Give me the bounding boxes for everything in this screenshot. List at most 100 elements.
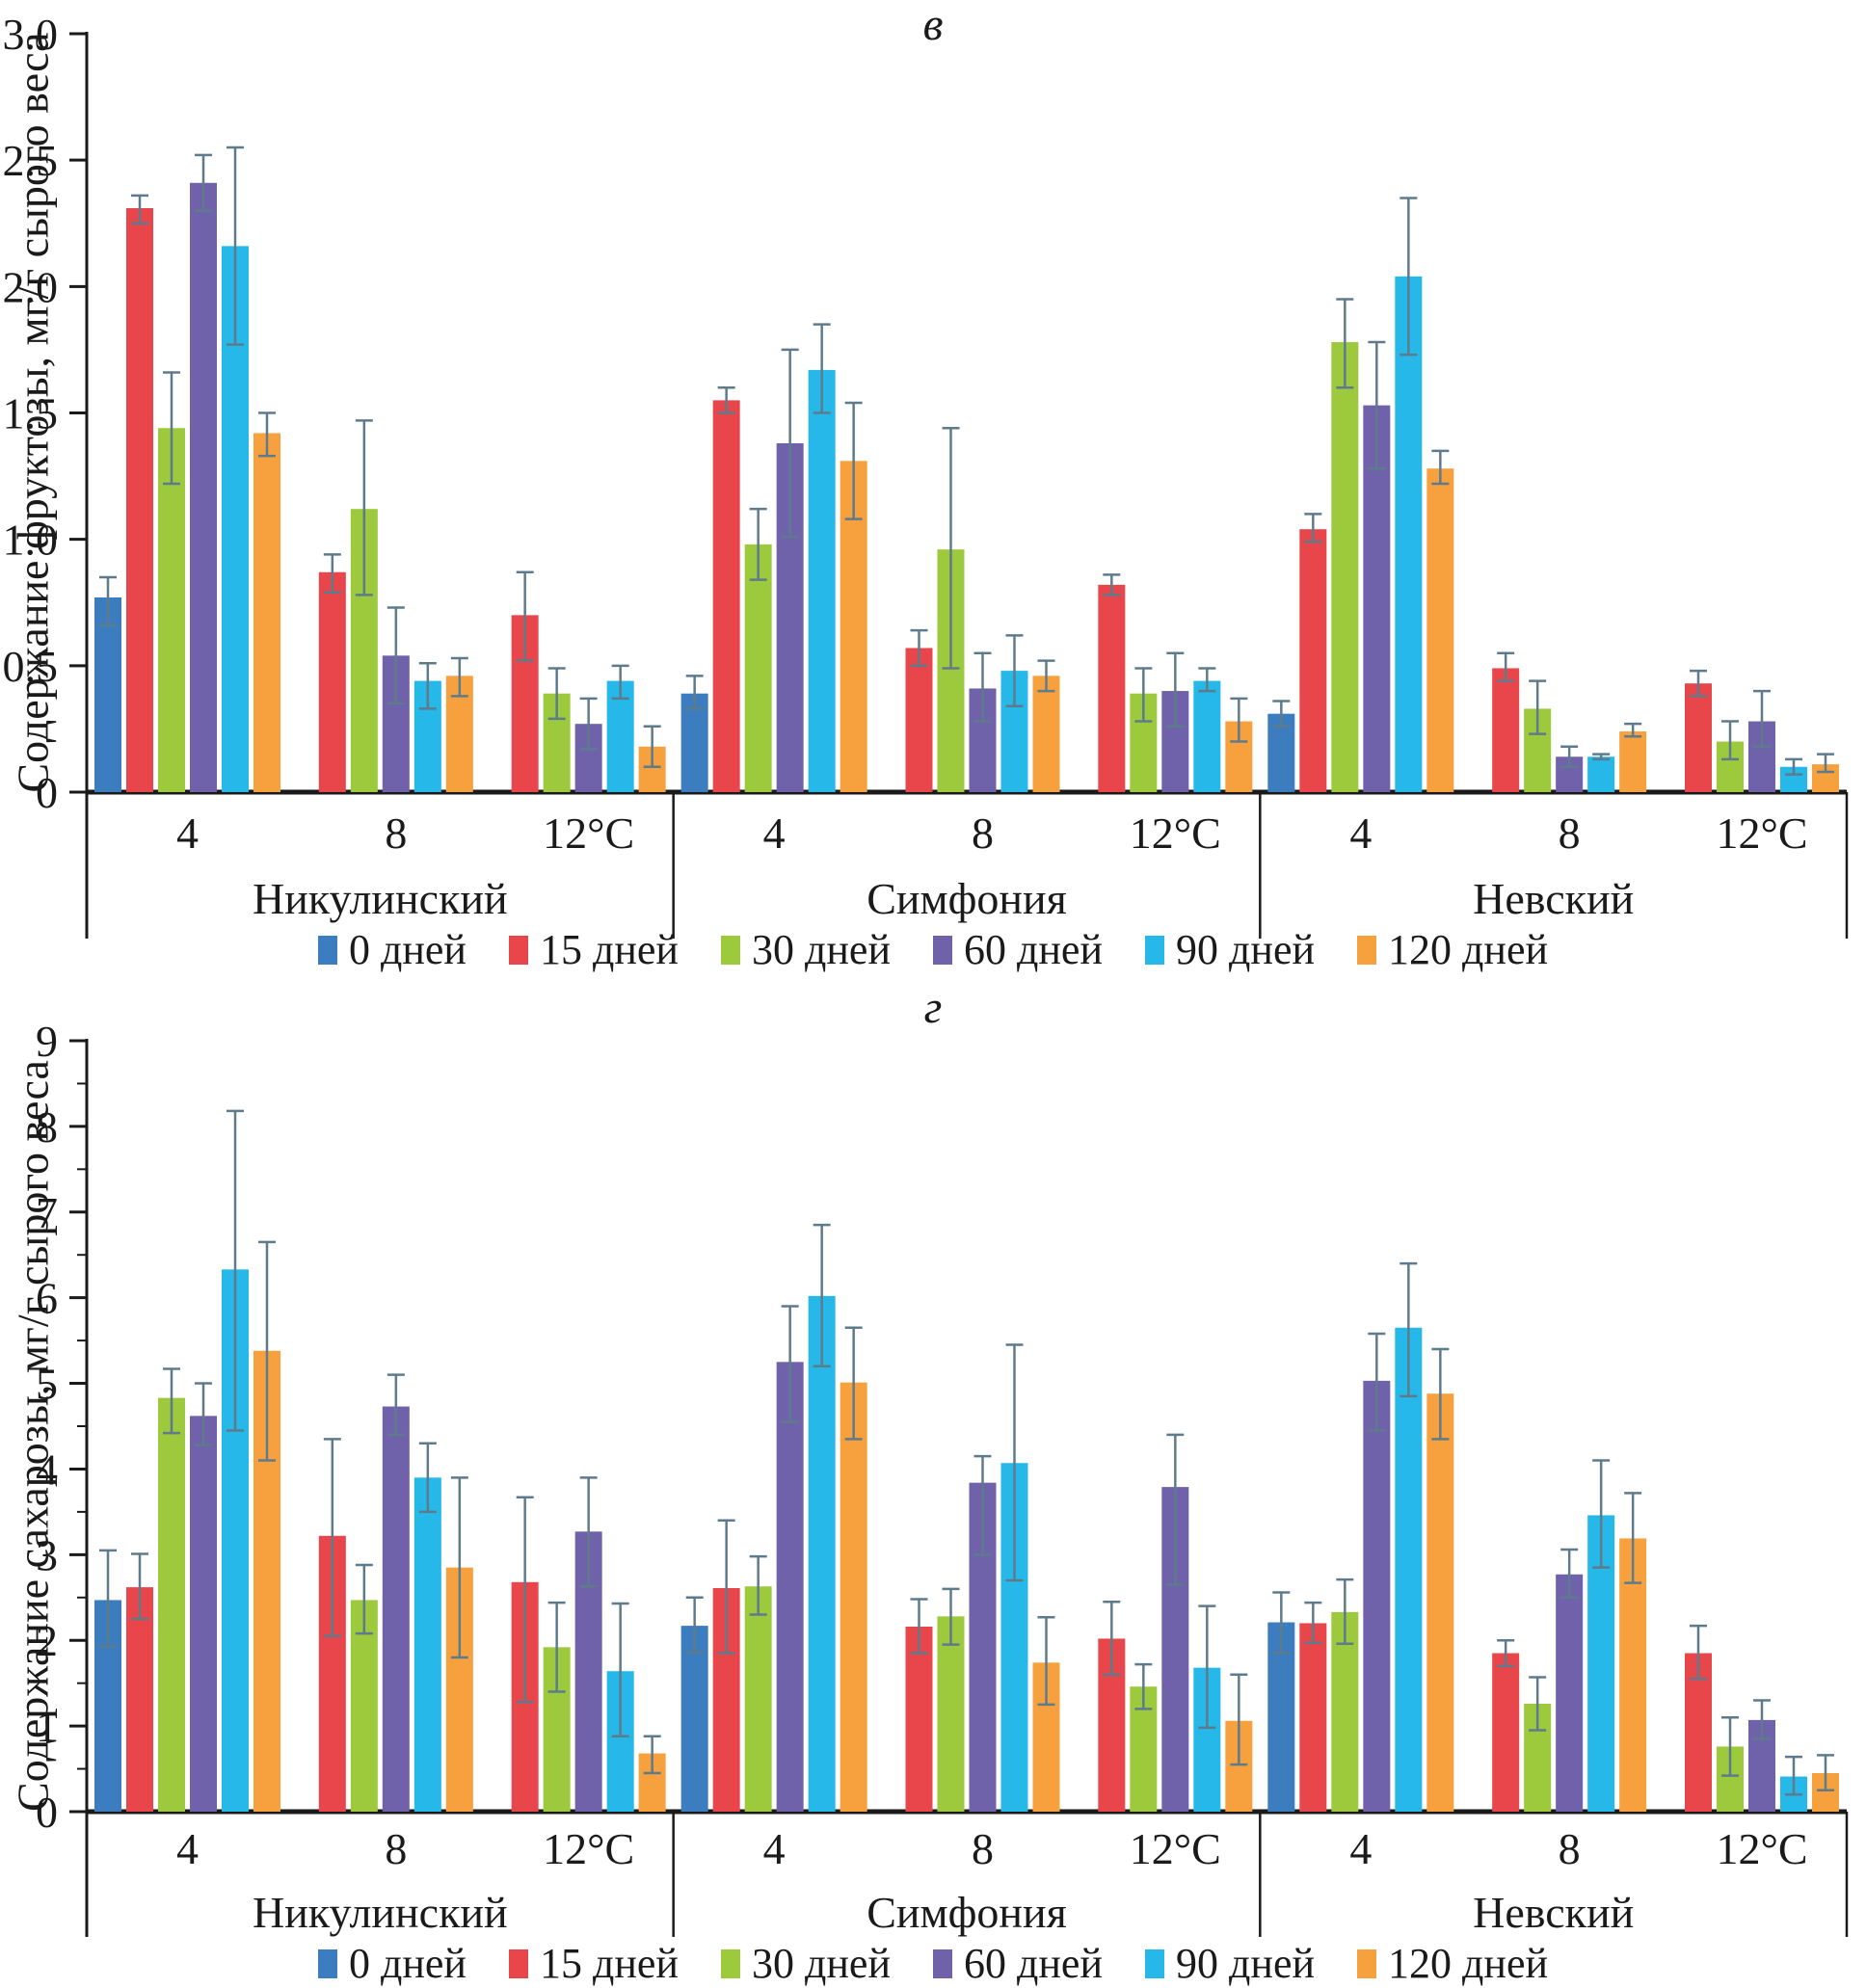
- panel-sucrose: г Содержание сахарозы, мг/г сырого веса …: [0, 982, 1866, 1987]
- legend-label: 30 дней: [751, 926, 891, 973]
- bar-Никулинский-4-0 дней: [94, 597, 121, 792]
- bar-Невский-4-30 дней: [1331, 342, 1359, 792]
- legend-item: 15 дней: [508, 1939, 679, 1988]
- bar-Никулинский-8-60 дней: [382, 1406, 410, 1812]
- y-tick-label: 2.5: [3, 136, 59, 185]
- temp-label: 4: [176, 1824, 199, 1873]
- temp-label: 12°C: [1716, 1824, 1807, 1873]
- legend-item: 0 дней: [317, 1939, 466, 1988]
- bar-Невский-8-120 дней: [1619, 731, 1647, 792]
- bar-Никулинский-4-30 дней: [158, 1397, 185, 1812]
- bar-Симфония-4-30 дней: [744, 1586, 772, 1812]
- bar-Невский-4-15 дней: [1299, 529, 1327, 792]
- legend-item: 30 дней: [720, 925, 891, 974]
- y-tick-label: 1.5: [3, 389, 59, 438]
- bar-Невский-8-15 дней: [1492, 668, 1520, 792]
- bar-Симфония-12°C-90 дней: [1193, 680, 1221, 792]
- bar-Невский-4-90 дней: [1395, 1327, 1423, 1812]
- temp-label: 8: [385, 808, 407, 858]
- legend-swatch: [1357, 1948, 1377, 1978]
- legend-item: 60 дней: [933, 1939, 1103, 1988]
- legend-label: 120 дней: [1388, 1940, 1549, 1987]
- legend-label: 90 дней: [1176, 926, 1316, 973]
- y-tick-label: 8: [36, 1102, 58, 1152]
- bar-Симфония-4-120 дней: [840, 1382, 867, 1812]
- legend-item: 90 дней: [1145, 1939, 1315, 1988]
- bar-Симфония-4-60 дней: [776, 1362, 804, 1812]
- bar-Симфония-4-0 дней: [680, 1626, 708, 1812]
- temp-label: 12°C: [543, 1824, 634, 1873]
- legend-label: 120 дней: [1388, 926, 1549, 973]
- bar-Невский-4-60 дней: [1363, 1380, 1391, 1812]
- group-label: Никулинский: [253, 1888, 508, 1937]
- temp-label: 12°C: [1716, 808, 1807, 858]
- legend-swatch: [508, 935, 528, 965]
- bar-Симфония-8-120 дней: [1032, 676, 1060, 792]
- bar-Симфония-8-15 дней: [905, 648, 933, 792]
- temp-label: 8: [972, 1824, 994, 1873]
- y-tick-label: 3.0: [3, 10, 59, 59]
- y-tick-label: 0: [36, 1788, 58, 1837]
- temp-label: 8: [385, 1824, 407, 1873]
- bar-Никулинский-4-60 дней: [190, 182, 217, 792]
- legend-swatch: [933, 935, 952, 965]
- bar-Никулинский-4-60 дней: [190, 1416, 217, 1812]
- bar-Невский-4-120 дней: [1426, 1393, 1454, 1812]
- bar-Симфония-4-90 дней: [808, 1295, 836, 1812]
- bar-Невский-8-60 дней: [1556, 1574, 1584, 1812]
- bar-Никулинский-8-30 дней: [350, 1600, 378, 1812]
- y-tick-label: 5: [36, 1360, 58, 1409]
- temp-label: 12°C: [543, 808, 634, 858]
- legend-item: 120 дней: [1357, 925, 1548, 974]
- legend-label: 60 дней: [964, 926, 1104, 973]
- bar-Невский-4-15 дней: [1299, 1623, 1327, 1812]
- y-tick-label: 3: [36, 1530, 58, 1579]
- legend-swatch: [1357, 935, 1377, 965]
- legend-item: 120 дней: [1357, 1939, 1548, 1988]
- group-label: Невский: [1473, 874, 1634, 923]
- legend-label: 90 дней: [1176, 1940, 1316, 1987]
- panel-fructose: в Содержание фруктозы, мг/г сырого веса …: [0, 0, 1866, 983]
- bar-Никулинский-4-15 дней: [126, 1587, 153, 1812]
- bar-Никулинский-4-15 дней: [126, 208, 153, 792]
- bar-Никулинский-8-90 дней: [413, 1477, 441, 1812]
- bar-Никулинский-4-30 дней: [158, 428, 185, 792]
- y-tick-label: 9: [36, 1017, 58, 1066]
- temp-label: 8: [1559, 1824, 1581, 1873]
- legend-item: 90 дней: [1145, 925, 1315, 974]
- y-tick-label: 0: [36, 768, 58, 817]
- legend-fructose: 0 дней 15 дней 30 дней 60 дней 90 дней 120 дн…: [0, 925, 1866, 974]
- legend-swatch: [1145, 1948, 1165, 1978]
- y-tick-label: 6: [36, 1274, 58, 1323]
- bar-Симфония-8-15 дней: [905, 1627, 933, 1812]
- legend-swatch: [1145, 935, 1165, 965]
- bar-Невский-4-120 дней: [1426, 468, 1454, 792]
- group-label: Невский: [1473, 1888, 1634, 1937]
- legend-swatch: [317, 935, 337, 965]
- legend-sucrose: 0 дней 15 дней 30 дней 60 дней 90 дней 120 дн…: [0, 1939, 1866, 1988]
- legend-item: 15 дней: [508, 925, 679, 974]
- y-tick-label: 2: [36, 1616, 58, 1665]
- legend-item: 0 дней: [317, 925, 466, 974]
- bar-Никулинский-8-15 дней: [318, 571, 346, 792]
- legend-label: 30 дней: [751, 1940, 891, 1987]
- panel-label-v: в: [922, 0, 944, 50]
- temp-label: 8: [972, 808, 994, 858]
- legend-item: 60 дней: [933, 925, 1103, 974]
- legend-swatch: [508, 1948, 528, 1978]
- fructose-bar-chart: 0 0.5 1.0 1.5 2.0 2.5 3.0 Никулинский 4 8 12°C Симф…: [3, 10, 1849, 939]
- legend-swatch: [720, 1948, 740, 1978]
- group-label: Симфония: [866, 874, 1067, 923]
- bar-Невский-12°C-15 дней: [1685, 683, 1712, 792]
- legend-label: 60 дней: [964, 1940, 1104, 1987]
- group-label: Симфония: [866, 1888, 1067, 1937]
- legend-label: 0 дней: [348, 1940, 466, 1987]
- bar-Невский-8-15 дней: [1492, 1653, 1520, 1812]
- panel-label-g: г: [923, 982, 943, 1033]
- legend-swatch: [720, 935, 740, 965]
- bar-Симфония-4-15 дней: [712, 400, 740, 792]
- bar-Симфония-4-30 дней: [744, 543, 772, 792]
- temp-label: 4: [763, 808, 786, 858]
- temp-label: 4: [176, 808, 199, 858]
- y-tick-label: 0.5: [3, 642, 59, 691]
